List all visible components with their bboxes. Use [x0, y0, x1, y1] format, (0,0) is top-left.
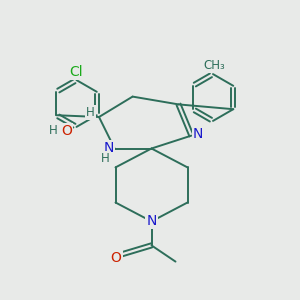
Text: O: O — [111, 251, 122, 265]
Text: H: H — [49, 124, 58, 137]
Text: H: H — [86, 106, 95, 119]
Text: N: N — [146, 214, 157, 228]
Text: O: O — [61, 124, 72, 138]
Text: N: N — [193, 127, 203, 141]
Text: N: N — [103, 141, 114, 155]
Text: Cl: Cl — [70, 65, 83, 79]
Text: H: H — [101, 152, 110, 166]
Text: CH₃: CH₃ — [204, 59, 225, 72]
